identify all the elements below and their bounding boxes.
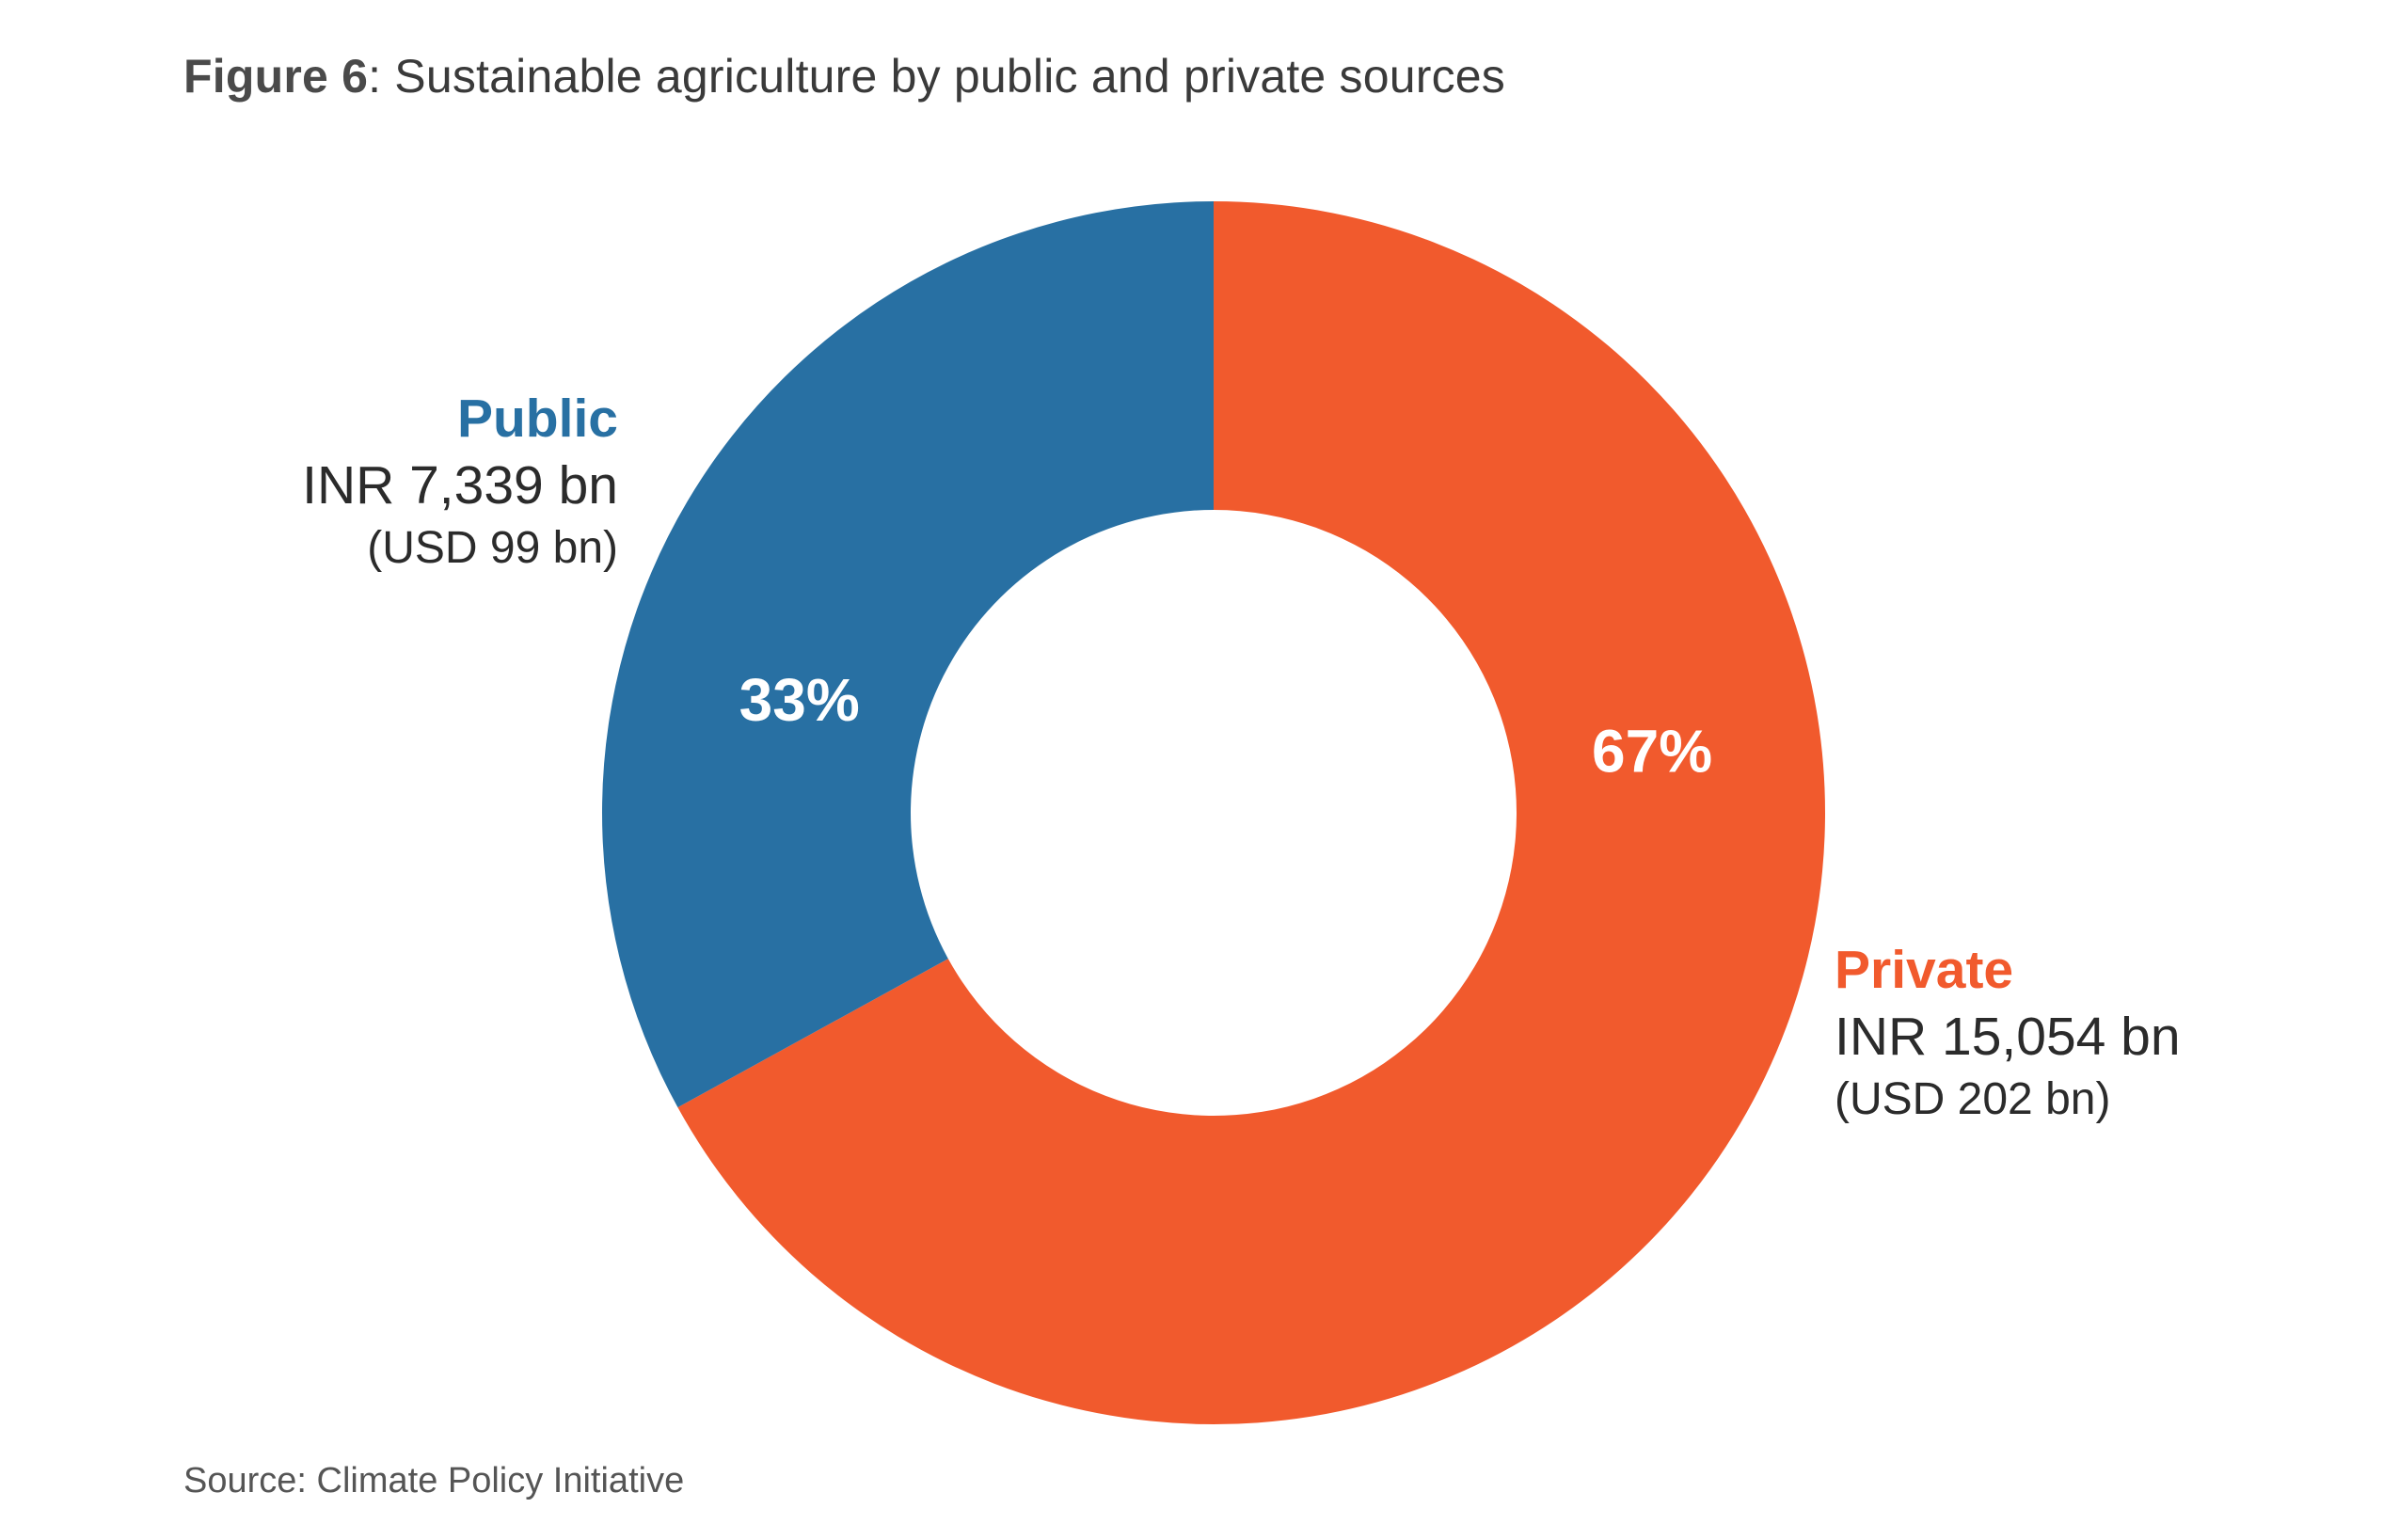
source-note: Source: Climate Policy Initiative bbox=[183, 1461, 685, 1500]
public-slice bbox=[601, 200, 1214, 1108]
public-value-usd: (USD 99 bn) bbox=[367, 523, 618, 573]
private-slice bbox=[677, 201, 1825, 1424]
public-series-name: Public bbox=[456, 389, 618, 449]
private-value-usd: (USD 202 bn) bbox=[1835, 1074, 2111, 1124]
private-series-name: Private bbox=[1835, 940, 2014, 1000]
private-value-inr: INR 15,054 bn bbox=[1835, 1007, 2181, 1067]
private-label-group: Private INR 15,054 bn (USD 202 bn) bbox=[1835, 937, 2181, 1129]
public-percent-label: 33% bbox=[739, 666, 860, 734]
figure-number: Figure 6 bbox=[183, 50, 369, 103]
title-separator: : bbox=[368, 50, 382, 103]
public-value-inr: INR 7,339 bn bbox=[302, 455, 618, 516]
chart-title: Figure 6: Sustainable agriculture by pub… bbox=[183, 49, 1505, 103]
private-percent-label: 67% bbox=[1592, 717, 1712, 785]
public-label-group: Public INR 7,339 bn (USD 99 bn) bbox=[302, 386, 618, 578]
title-text: Sustainable agriculture by public and pr… bbox=[394, 50, 1505, 103]
